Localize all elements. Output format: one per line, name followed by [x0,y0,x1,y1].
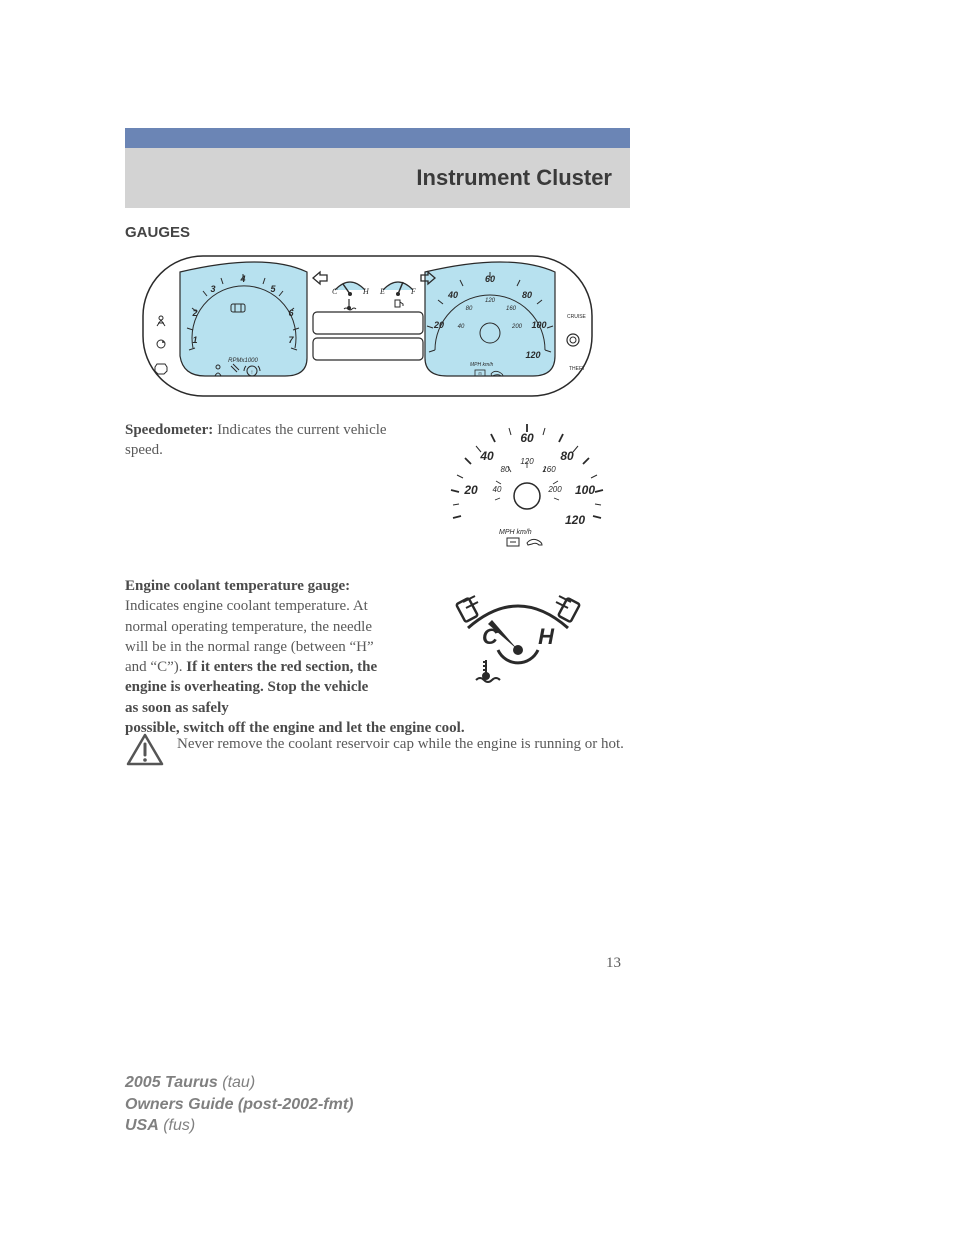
footer-region-code: (fus) [159,1117,195,1134]
svg-text:80: 80 [501,465,510,474]
svg-text:200: 200 [511,324,523,330]
warning-triangle-icon [125,732,165,768]
page-number: 13 [606,955,621,972]
svg-text:40: 40 [493,485,502,494]
instrument-cluster-diagram: C H E F 1 2 3 4 5 6 7 [135,248,600,403]
speedometer-text: Speedometer: Indicates the current vehic… [125,420,425,461]
header-box: Instrument Cluster [125,148,630,208]
svg-text:3: 3 [210,284,215,294]
footer-block: 2005 Taurus (tau) Owners Guide (post-200… [125,1072,353,1137]
svg-text:CRUISE: CRUISE [567,314,587,320]
svg-text:MPH km/h: MPH km/h [499,529,532,536]
footer-guide: Owners Guide (post-2002-fmt) [125,1094,353,1116]
svg-text:40: 40 [479,449,494,463]
svg-text:200: 200 [547,485,562,494]
svg-text:20: 20 [463,483,478,497]
svg-text:60: 60 [520,431,534,445]
coolant-label: Engine coolant temperature gauge: [125,578,350,594]
section-title: Instrument Cluster [416,165,612,191]
warning-block: Never remove the coolant reservoir cap w… [125,732,635,768]
svg-text:H: H [538,624,555,649]
svg-text:THEFT: THEFT [569,366,585,372]
svg-text:1: 1 [192,335,197,345]
svg-text:RPMx1000: RPMx1000 [228,358,258,364]
svg-text:F: F [410,287,416,296]
svg-text:100: 100 [575,483,595,497]
svg-text:120: 120 [525,350,540,360]
svg-text:C: C [482,624,499,649]
svg-text:MPH km/h: MPH km/h [470,362,494,368]
header-blue-bar [125,128,630,148]
svg-text:C: C [332,287,338,296]
svg-text:80: 80 [522,290,532,300]
footer-model: 2005 Taurus [125,1074,218,1091]
svg-text:160: 160 [506,306,517,312]
warning-text: Never remove the coolant reservoir cap w… [177,732,624,754]
temp-gauge-diagram: C H [450,588,585,688]
svg-text:80: 80 [560,449,574,463]
svg-text:E: E [379,287,385,296]
svg-text:120: 120 [485,298,496,304]
footer-model-code: (tau) [218,1074,255,1091]
svg-text:40: 40 [447,290,458,300]
speedometer-label: Speedometer: [125,422,213,438]
svg-text:80: 80 [466,306,473,312]
speedometer-diagram: 20 40 60 80 100 120 40 80 120 160 200 [445,418,610,548]
gauges-heading: GAUGES [125,224,190,241]
svg-text:40: 40 [458,324,465,330]
footer-region: USA [125,1117,159,1134]
svg-text:⊟: ⊟ [478,371,481,376]
svg-text:120: 120 [565,513,585,527]
